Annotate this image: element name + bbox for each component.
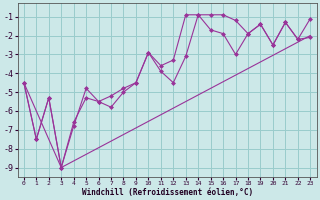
X-axis label: Windchill (Refroidissement éolien,°C): Windchill (Refroidissement éolien,°C) — [82, 188, 253, 197]
